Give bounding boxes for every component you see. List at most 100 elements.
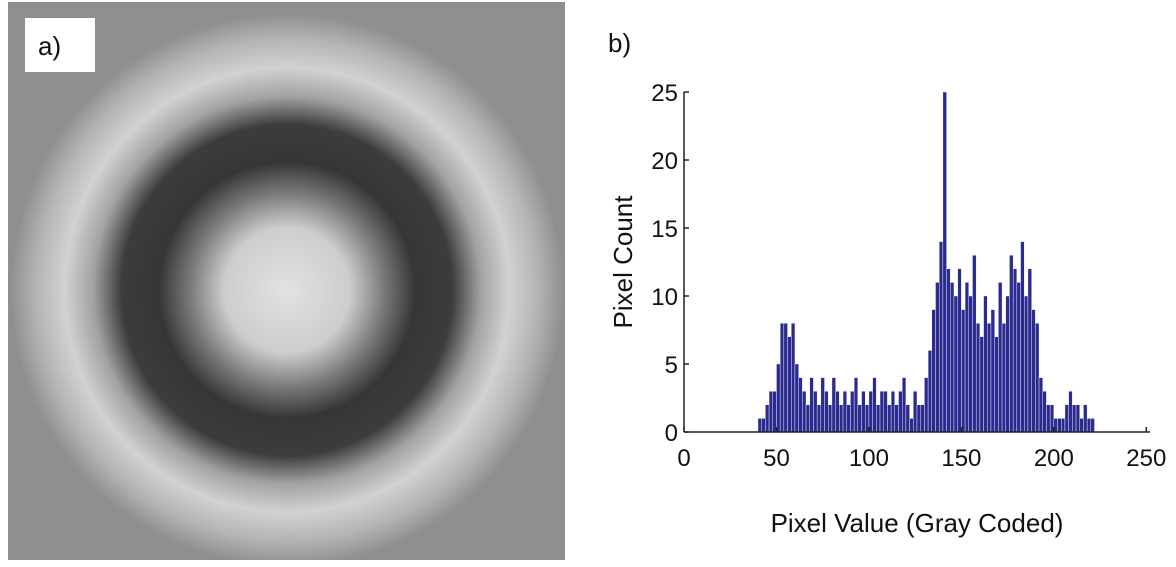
bar [853,377,859,433]
bar [802,391,807,433]
bar [772,391,777,433]
bar [998,282,1003,433]
bar [942,91,947,433]
bar [828,404,833,433]
bar [850,391,855,433]
bar [791,323,796,433]
bar [1083,404,1088,433]
bar [979,336,984,433]
bar [835,391,840,433]
y-tick-label: 15 [651,216,678,243]
bar [994,336,999,433]
panel-label: b) [608,28,631,58]
bar [842,391,847,433]
bar [839,404,844,433]
bar [1075,404,1080,433]
bar [916,404,921,433]
x-tick-label: 200 [1034,445,1074,472]
bar [776,363,781,433]
bar [1064,404,1069,433]
y-tick-label: 20 [651,148,678,175]
bar [813,391,818,433]
bar [868,391,873,433]
bar [876,404,881,433]
bar [757,418,762,433]
bar [1031,309,1036,433]
ring-image [8,2,565,560]
bar [890,391,896,433]
bar [794,363,799,433]
y-tick-label: 0 [665,420,678,447]
bar [1024,295,1029,433]
bar [809,377,814,433]
x-axis-label: Pixel Value (Gray Coded) [771,508,1064,538]
bar [953,295,958,433]
bar [894,404,899,433]
bar [902,377,907,433]
y-tick-label: 25 [651,80,678,107]
bar [761,418,766,433]
bar [857,404,862,433]
bar [1061,418,1066,433]
bar [909,418,914,433]
bar [1027,268,1032,433]
bar [905,404,910,433]
bar [913,391,918,433]
bar [831,377,836,433]
bar [975,323,981,433]
bar [1086,418,1092,433]
bar [1046,404,1051,433]
bar [961,309,966,433]
bar [964,282,969,433]
bar [920,404,925,433]
panel-label: a) [38,31,61,61]
x-tick-label: 250 [1126,445,1166,472]
bar [1012,268,1018,433]
bar [924,377,929,433]
bar [935,282,940,433]
bar [783,323,788,433]
bar [824,391,829,433]
bar [768,391,773,433]
bar [846,404,851,433]
bar [1042,391,1047,433]
bar [1035,323,1040,433]
y-tick-label: 10 [651,284,678,311]
bar [987,323,992,433]
bar [879,391,884,433]
bar [1001,323,1006,433]
bar [798,377,803,433]
bar [946,268,951,433]
label-box [25,18,95,72]
bar [1072,404,1077,433]
bar [1020,241,1025,433]
bar [787,336,792,433]
bar [805,404,810,433]
bar [816,404,822,433]
bar [1079,418,1084,433]
bar [898,391,903,433]
bar [990,309,995,433]
bar [883,391,888,433]
y-tick-label: 5 [665,352,678,379]
x-tick-label: 0 [677,445,690,472]
bar [872,377,877,433]
bar [931,309,936,433]
bar [968,295,973,433]
bar [765,404,770,433]
bar [983,295,988,433]
bar [927,350,932,433]
bar [779,323,785,433]
bar [957,268,962,433]
bar [1016,282,1021,433]
bar [861,391,866,433]
bar [938,241,944,433]
x-tick-label: 50 [763,445,790,472]
bar [1090,418,1095,433]
bar [950,282,955,433]
bar [1038,377,1043,433]
x-tick-label: 150 [941,445,981,472]
